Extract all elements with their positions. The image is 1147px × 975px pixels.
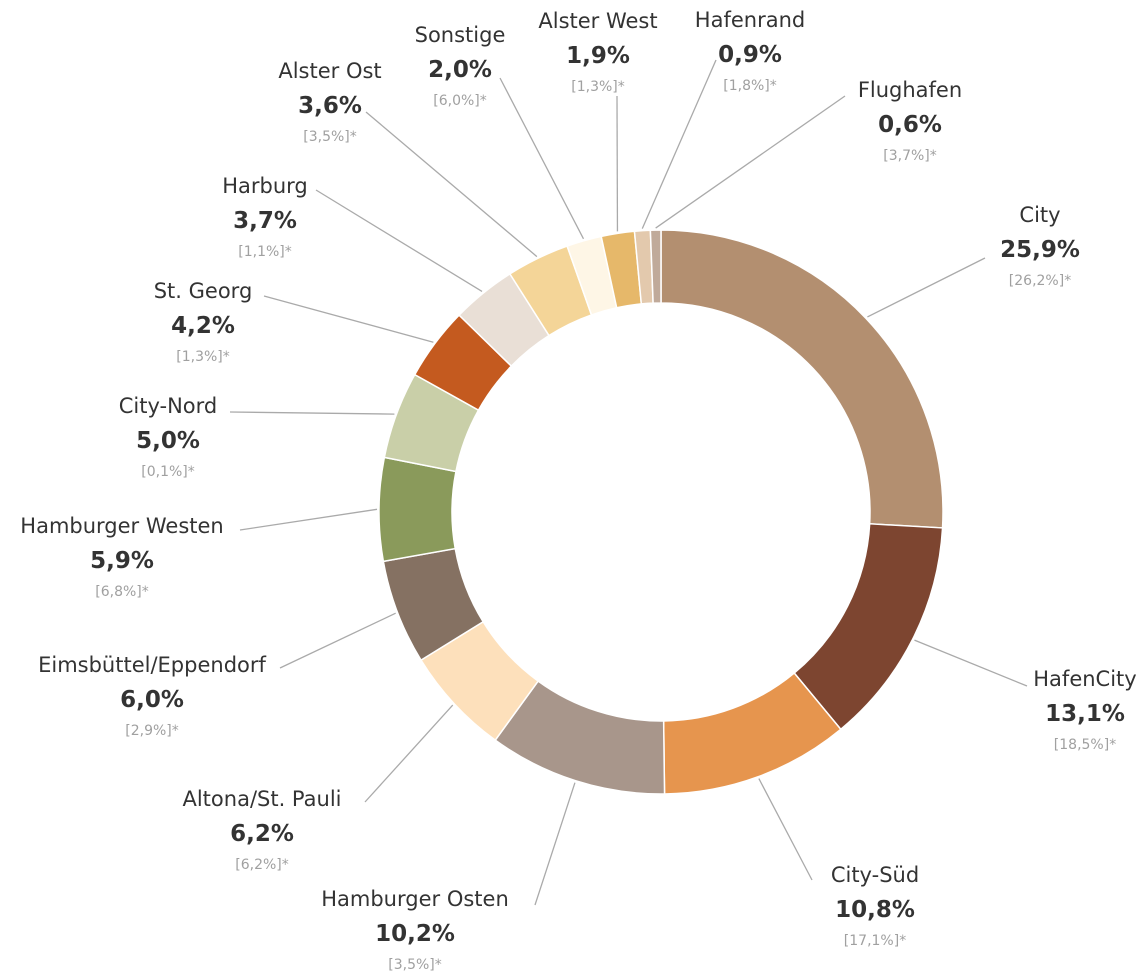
category-label: Altona/St. Pauli xyxy=(182,787,341,811)
value-label: 1,9% xyxy=(566,43,630,69)
leader-line xyxy=(867,257,986,318)
value-label: 6,2% xyxy=(230,821,294,847)
category-label: Eimsbüttel/Eppendorf xyxy=(38,653,266,677)
leader-line xyxy=(229,411,395,415)
comparison-label: [1,3%]* xyxy=(176,349,230,365)
category-label: HafenCity xyxy=(1033,667,1136,691)
category-label: Hafenrand xyxy=(695,8,805,32)
comparison-label: [3,5%]* xyxy=(303,129,357,145)
comparison-label: [1,1%]* xyxy=(238,244,292,260)
category-label: City-Süd xyxy=(831,863,919,887)
leader-line xyxy=(758,778,813,881)
comparison-label: [6,8%]* xyxy=(95,584,149,600)
leader-line xyxy=(279,612,396,669)
category-label: City xyxy=(1019,203,1060,227)
value-label: 5,0% xyxy=(136,428,200,454)
comparison-label: [1,3%]* xyxy=(571,79,625,95)
value-label: 10,2% xyxy=(375,921,455,947)
value-label: 0,9% xyxy=(718,42,782,68)
category-label: Hamburger Osten xyxy=(321,887,509,911)
leader-line xyxy=(365,111,538,258)
category-label: Hamburger Westen xyxy=(20,514,223,538)
leader-line xyxy=(534,782,576,906)
value-label: 3,7% xyxy=(233,208,297,234)
donut-segment xyxy=(649,229,662,304)
value-label: 5,9% xyxy=(90,548,154,574)
leader-line xyxy=(499,77,585,240)
comparison-label: [2,9%]* xyxy=(125,723,179,739)
value-label: 13,1% xyxy=(1045,701,1125,727)
comparison-label: [1,8%]* xyxy=(723,78,777,94)
comparison-label: [6,2%]* xyxy=(235,857,289,873)
value-label: 2,0% xyxy=(428,57,492,83)
donut-segment xyxy=(793,523,944,731)
leader-line xyxy=(239,508,378,531)
leader-line xyxy=(914,639,1028,687)
comparison-label: [26,2%]* xyxy=(1009,273,1071,289)
leader-line xyxy=(641,59,717,229)
value-label: 4,2% xyxy=(171,313,235,339)
leader-line xyxy=(364,704,454,803)
comparison-label: [6,0%]* xyxy=(433,93,487,109)
comparison-label: [17,1%]* xyxy=(844,933,906,949)
category-label: Flughafen xyxy=(858,78,962,102)
donut-segment xyxy=(660,229,944,529)
category-label: Alster Ost xyxy=(278,59,381,83)
value-label: 3,6% xyxy=(298,93,362,119)
comparison-label: [18,5%]* xyxy=(1054,737,1116,753)
category-label: Alster West xyxy=(538,9,657,33)
leader-line xyxy=(315,189,483,293)
value-label: 25,9% xyxy=(1000,237,1080,263)
leader-line xyxy=(263,295,434,343)
comparison-label: [0,1%]* xyxy=(141,464,195,480)
category-label: Sonstige xyxy=(415,23,506,47)
leader-line xyxy=(655,95,846,229)
category-label: St. Georg xyxy=(154,279,253,303)
comparison-label: [3,5%]* xyxy=(388,957,442,973)
comparison-label: [3,7%]* xyxy=(883,148,937,164)
value-label: 0,6% xyxy=(878,112,942,138)
value-label: 6,0% xyxy=(120,687,184,713)
donut-segment xyxy=(378,456,457,563)
value-label: 10,8% xyxy=(835,897,915,923)
category-label: City-Nord xyxy=(119,394,218,418)
category-label: Harburg xyxy=(222,174,308,198)
